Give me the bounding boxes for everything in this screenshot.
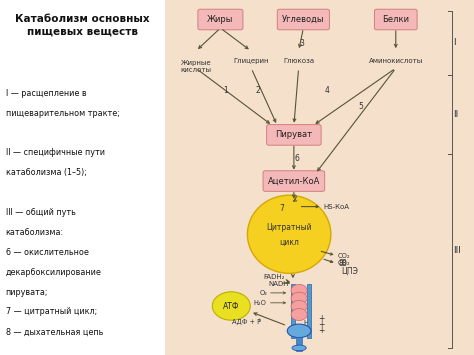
Text: цикл: цикл [279,237,299,247]
Text: Жиры: Жиры [207,15,234,24]
FancyBboxPatch shape [277,9,329,30]
Text: 8: 8 [341,259,346,268]
Text: 7 — цитратный цикл;: 7 — цитратный цикл; [6,307,97,316]
Text: 3: 3 [300,39,304,48]
Text: катаболизма:: катаболизма: [6,228,64,237]
Text: i: i [258,318,260,323]
Text: АТФ: АТФ [223,301,239,311]
Circle shape [291,300,307,312]
Text: H₂O: H₂O [254,300,266,306]
Bar [296,337,302,351]
Text: Жирные
кислоты: Жирные кислоты [180,60,211,73]
Text: пищеварительном тракте;: пищеварительном тракте; [6,109,119,118]
Ellipse shape [287,324,311,338]
Text: II — специфичные пути: II — специфичные пути [6,148,105,157]
Text: Цитратный: Цитратный [266,223,312,233]
Text: CO₂: CO₂ [337,261,350,266]
Text: пирувата;: пирувата; [6,288,48,296]
Text: 8: 8 [339,259,344,268]
Text: Глицерин: Глицерин [234,58,269,64]
Text: II: II [454,110,459,119]
Text: HS-КоА: HS-КоА [323,204,349,209]
Text: 6 — окислительное: 6 — окислительное [6,248,89,257]
FancyBboxPatch shape [263,171,325,191]
Text: Углеводы: Углеводы [282,15,325,24]
Text: +: + [319,320,325,329]
Circle shape [291,284,307,296]
Bar [165,0,474,355]
Text: III: III [454,246,462,255]
Text: катаболизма (1–5);: катаболизма (1–5); [6,168,87,177]
Bar [291,284,295,338]
Text: ЦПЭ: ЦПЭ [341,267,358,276]
Text: Глюкоза: Глюкоза [283,58,314,64]
Ellipse shape [247,195,331,273]
Text: 6: 6 [295,154,300,163]
Text: 7: 7 [279,204,284,213]
Text: Катаболизм основных
пищевых веществ: Катаболизм основных пищевых веществ [15,14,150,37]
Ellipse shape [292,345,306,351]
Text: Аминокислоты: Аминокислоты [369,58,423,64]
Text: I: I [454,38,456,47]
Text: 8 — дыхательная цепь: 8 — дыхательная цепь [6,327,103,336]
Circle shape [212,292,250,320]
Text: III — общий путь: III — общий путь [6,208,75,217]
Text: +: + [319,314,325,323]
Circle shape [291,292,307,304]
Text: декарбоксилирование: декарбоксилирование [6,268,101,277]
Text: Белки: Белки [383,15,409,24]
Text: Пируват: Пируват [275,130,312,140]
FancyBboxPatch shape [374,9,417,30]
FancyBboxPatch shape [266,125,321,145]
Text: 2: 2 [255,86,260,95]
Bar [0,0,165,355]
Text: FADH₂: FADH₂ [263,274,284,280]
Bar [307,284,311,338]
Text: 1: 1 [223,86,228,95]
Text: +: + [319,326,325,335]
FancyBboxPatch shape [198,9,243,30]
Text: Ацетил-КоА: Ацетил-КоА [268,176,320,186]
Text: 4: 4 [325,86,329,95]
Text: АДФ + Р: АДФ + Р [232,318,261,325]
Text: 5: 5 [359,102,364,111]
Text: I — расщепление в: I — расщепление в [6,89,86,98]
Circle shape [291,308,307,321]
Text: H⁺: H⁺ [304,320,313,326]
Text: NADH: NADH [269,281,289,287]
Text: CO₂: CO₂ [337,253,350,258]
Text: O₂: O₂ [259,290,267,296]
